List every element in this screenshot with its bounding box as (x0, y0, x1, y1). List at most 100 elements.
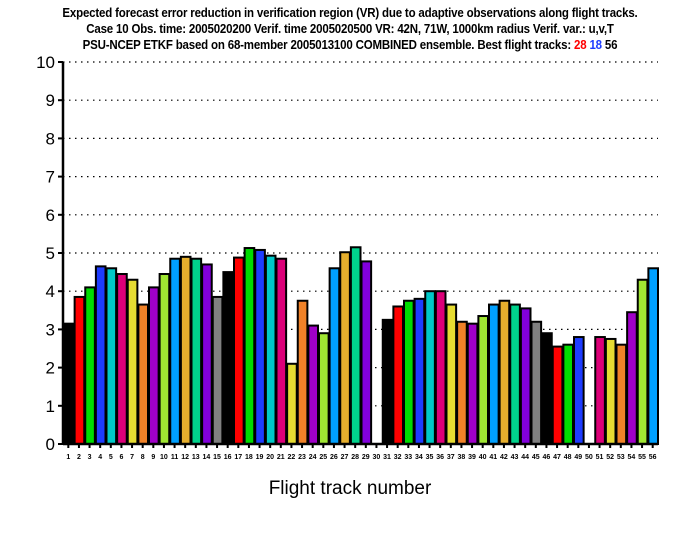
x-tick-label: 54 (628, 454, 636, 461)
x-tick-label: 44 (521, 454, 529, 461)
x-tick-label: 16 (224, 454, 232, 461)
x-tick-label: 50 (585, 454, 593, 461)
x-tick-label: 9 (151, 454, 155, 461)
x-tick-label: 14 (203, 454, 211, 461)
x-tick-label: 13 (192, 454, 200, 461)
x-tick-label: 5 (109, 454, 113, 461)
bar (84, 286, 96, 445)
x-tick-label: 53 (617, 454, 625, 461)
x-tick-label: 55 (638, 454, 646, 461)
bar (349, 246, 362, 445)
y-tick-label: 4 (46, 282, 55, 301)
bar (403, 299, 415, 445)
bar (328, 267, 341, 445)
x-tick-label: 20 (266, 454, 274, 461)
bar (541, 332, 553, 445)
x-tick-label: 56 (649, 454, 657, 461)
bar (296, 299, 309, 445)
bar (392, 305, 404, 446)
x-tick-label: 40 (479, 454, 487, 461)
x-tick-label: 43 (511, 454, 519, 461)
x-tick-label: 45 (532, 454, 540, 461)
x-tick-label: 19 (256, 454, 264, 461)
x-tick-label: 51 (596, 454, 604, 461)
x-tick-label: 35 (426, 454, 434, 461)
bar (201, 263, 213, 445)
bar (466, 322, 479, 446)
bar (126, 278, 139, 445)
bar (551, 345, 564, 445)
bar (456, 320, 468, 446)
bar (233, 256, 245, 446)
bar (488, 303, 500, 445)
bar (190, 257, 203, 446)
bar (148, 286, 160, 445)
y-tick-label: 1 (46, 397, 55, 416)
bar (264, 254, 277, 445)
bar (636, 278, 649, 445)
bar (211, 295, 224, 445)
y-tick-label: 3 (46, 320, 55, 339)
bar (158, 273, 171, 446)
y-tick-label: 5 (46, 244, 55, 263)
x-tick-label: 32 (394, 454, 402, 461)
x-tick-label: 26 (330, 454, 338, 461)
x-tick-label: 30 (373, 454, 381, 461)
best-track-2: 18 (589, 38, 602, 52)
bar (615, 343, 628, 445)
y-tick-label: 10 (36, 53, 55, 72)
best-track-1: 28 (573, 38, 587, 52)
bar (413, 297, 426, 445)
bar (424, 290, 436, 446)
bar (604, 337, 617, 446)
x-tick-label: 17 (234, 454, 242, 461)
x-tick-label: 24 (309, 454, 317, 461)
x-tick-label: 4 (98, 454, 102, 461)
bar (243, 247, 256, 445)
x-tick-label: 22 (288, 454, 296, 461)
y-tick-label: 9 (46, 91, 55, 110)
bar (275, 257, 288, 446)
bar (530, 320, 543, 446)
bar (381, 318, 394, 446)
bar (286, 362, 298, 445)
x-tick-label: 15 (213, 454, 221, 461)
bar (498, 299, 511, 445)
chart-title-line-1: Expected forecast error reduction in ver… (62, 6, 638, 20)
x-tick-label: 39 (468, 454, 476, 461)
x-tick-label: 42 (500, 454, 508, 461)
chart-title-line-3: PSU-NCEP ETKF based on 68-member 2005013… (28, 38, 672, 52)
x-tick-label: 49 (574, 454, 582, 461)
y-tick-label: 8 (46, 129, 55, 148)
bar (339, 251, 351, 445)
y-tick-label: 2 (46, 359, 55, 378)
x-tick-label: 28 (351, 454, 359, 461)
chart-title-line-3-text: PSU-NCEP ETKF based on 68-member 2005013… (82, 38, 572, 52)
x-tick-label: 21 (277, 454, 285, 461)
x-tick-label: 41 (489, 454, 497, 461)
bar (254, 248, 266, 445)
bar (116, 273, 128, 446)
x-tick-label: 25 (319, 454, 327, 461)
bar (318, 332, 330, 445)
x-tick-label: 37 (447, 454, 455, 461)
y-tick-label: 6 (46, 206, 55, 225)
bar (222, 271, 234, 445)
x-tick-label: 38 (458, 454, 466, 461)
x-tick-label: 11 (171, 454, 179, 461)
bar (647, 267, 659, 445)
bar (573, 336, 585, 446)
x-tick-label: 48 (564, 454, 572, 461)
bar (307, 324, 319, 445)
bar (477, 315, 489, 445)
bar (509, 303, 521, 445)
x-tick-label: 36 (436, 454, 444, 461)
chart-title-line-2: Case 10 Obs. time: 2005020200 Verif. tim… (86, 22, 614, 36)
bar (137, 303, 149, 445)
bar (73, 295, 86, 445)
bar (594, 336, 606, 446)
bar (360, 260, 373, 445)
x-tick-label: 47 (553, 454, 561, 461)
